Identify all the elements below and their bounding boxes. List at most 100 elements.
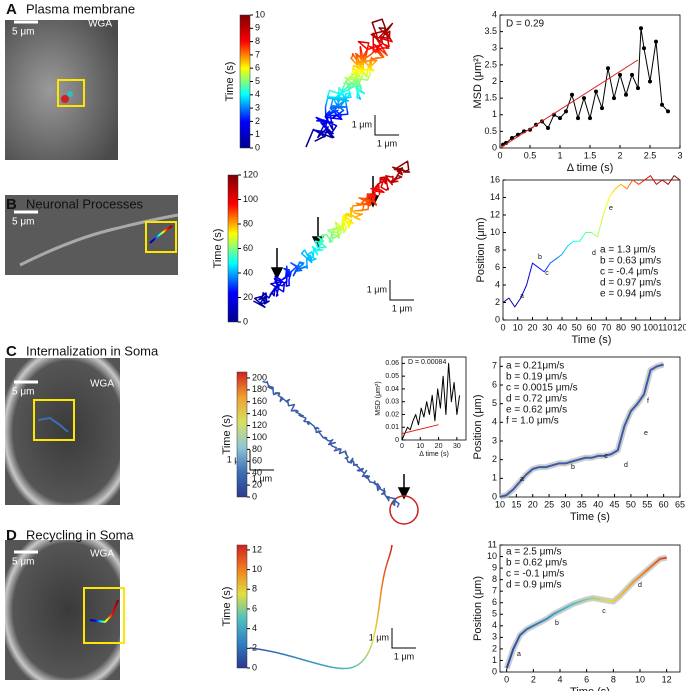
x-tick-label: 60 xyxy=(586,322,596,332)
y-tick-label: 1.5 xyxy=(484,93,497,103)
annotation: D = 0.29 xyxy=(506,19,545,30)
tick-label: 140 xyxy=(252,408,267,418)
tick-label: 5 xyxy=(255,76,260,86)
roi-box xyxy=(83,587,125,644)
tick-label: 10 xyxy=(252,564,262,574)
y-tick-label: 0.02 xyxy=(385,411,399,418)
annotation: c = -0.4 μm/s xyxy=(600,267,658,278)
y-tick-label: 6 xyxy=(492,597,497,607)
scale-label: 1 μm xyxy=(369,632,389,642)
y-tick-label: 1 xyxy=(492,473,497,483)
panel-title: Recycling in Soma xyxy=(26,527,134,542)
data-point xyxy=(618,72,622,77)
x-tick-label: 10 xyxy=(513,322,523,332)
y-tick-label: 14 xyxy=(490,192,500,202)
tick-label: 120 xyxy=(252,420,267,430)
x-tick-label: 2 xyxy=(617,150,622,160)
data-line xyxy=(401,424,439,435)
tick-label: 60 xyxy=(252,456,262,466)
x-tick-label: 3 xyxy=(677,150,682,160)
data-point xyxy=(654,39,658,44)
annotation: b = 0.62 μm/s xyxy=(506,558,567,569)
y-tick-label: 8 xyxy=(495,244,500,254)
y-tick-label: 3 xyxy=(492,43,497,53)
data-point xyxy=(582,96,586,101)
scale-label: 1 μm xyxy=(352,119,372,129)
tick-label: 100 xyxy=(252,432,267,442)
segment-label: e xyxy=(609,205,613,212)
tick-label: 2 xyxy=(255,116,260,126)
segment-label: e xyxy=(644,430,648,437)
y-tick-label: 7 xyxy=(492,586,497,596)
y-tick-label: 7 xyxy=(492,361,497,371)
x-tick-label: 25 xyxy=(544,499,554,509)
data-point xyxy=(564,109,568,114)
tick-label: 10 xyxy=(255,9,265,19)
x-tick-label: 80 xyxy=(616,322,626,332)
tick-label: 2 xyxy=(252,643,257,653)
panel-letter: A xyxy=(6,1,17,18)
data-point xyxy=(594,89,598,94)
data-point xyxy=(642,46,646,51)
x-tick-label: 30 xyxy=(560,499,570,509)
annotation: b = 0.19 μm/s xyxy=(506,372,567,383)
particle-track xyxy=(89,599,119,624)
y-tick-label: 0 xyxy=(495,314,500,324)
y-tick-label: 0.04 xyxy=(385,386,399,393)
data-point xyxy=(636,86,640,91)
data-point xyxy=(570,92,574,97)
x-tick-label: 60 xyxy=(659,499,669,509)
scale-bar xyxy=(391,628,416,649)
tick-label: 20 xyxy=(252,479,262,489)
annotation: d = 0.9 μm/s xyxy=(506,580,562,591)
x-tick-label: 65 xyxy=(675,499,685,509)
scale-bar xyxy=(389,280,414,301)
image xyxy=(5,20,118,160)
scale-label: 1 μm xyxy=(392,303,412,313)
annotation: d = 0.97 μm/s xyxy=(600,278,661,289)
tick-label: 12 xyxy=(252,544,262,554)
tick-label: 40 xyxy=(243,267,253,277)
annotation: a = 2.5 μm/s xyxy=(506,547,562,558)
data-line xyxy=(502,175,681,308)
y-axis-label: Position (μm) xyxy=(472,576,484,641)
x-tick-label: 0 xyxy=(500,322,505,332)
scale-bar xyxy=(249,450,274,471)
tick-label: 0 xyxy=(252,491,257,501)
y-tick-label: 4 xyxy=(492,417,497,427)
x-tick-label: 1 xyxy=(557,150,562,160)
tick-label: 7 xyxy=(255,49,260,59)
x-tick-label: 120 xyxy=(672,322,686,332)
annotation: e = 0.94 μm/s xyxy=(600,289,661,300)
axis-label: Time (s) xyxy=(221,415,233,455)
trajectory xyxy=(305,18,394,148)
data-line xyxy=(401,362,461,441)
y-tick-label: 4 xyxy=(495,279,500,289)
tick-label: 0 xyxy=(252,662,257,672)
x-tick-label: 0 xyxy=(400,443,404,450)
axis-label: Time (s) xyxy=(224,62,236,102)
x-axis-label: Δ time (s) xyxy=(419,451,449,458)
segment-label: c xyxy=(604,453,608,460)
tick-label: 180 xyxy=(252,384,267,394)
annotation: c = 0.0015 μm/s xyxy=(506,383,578,394)
annotation: b = 0.63 μm/s xyxy=(600,256,661,267)
y-tick-label: 2 xyxy=(492,76,497,86)
tick-label: 6 xyxy=(255,63,260,73)
y-tick-label: 0 xyxy=(492,491,497,501)
tick-label: 60 xyxy=(243,243,253,253)
segment-label: d xyxy=(624,462,628,469)
annotation: a = 0.21μm/s xyxy=(506,361,564,372)
x-tick-label: 4 xyxy=(557,674,562,684)
data-point xyxy=(510,136,514,141)
x-tick-label: 6 xyxy=(584,674,589,684)
y-tick-label: 0.01 xyxy=(385,424,399,431)
colorbar xyxy=(239,14,251,149)
scale-label: 5 μm xyxy=(12,557,34,568)
segment-label: a xyxy=(520,476,524,483)
colorbar xyxy=(236,544,248,669)
panel-letter: C xyxy=(6,343,17,360)
y-tick-label: 6 xyxy=(492,379,497,389)
x-tick-label: 110 xyxy=(658,322,672,332)
